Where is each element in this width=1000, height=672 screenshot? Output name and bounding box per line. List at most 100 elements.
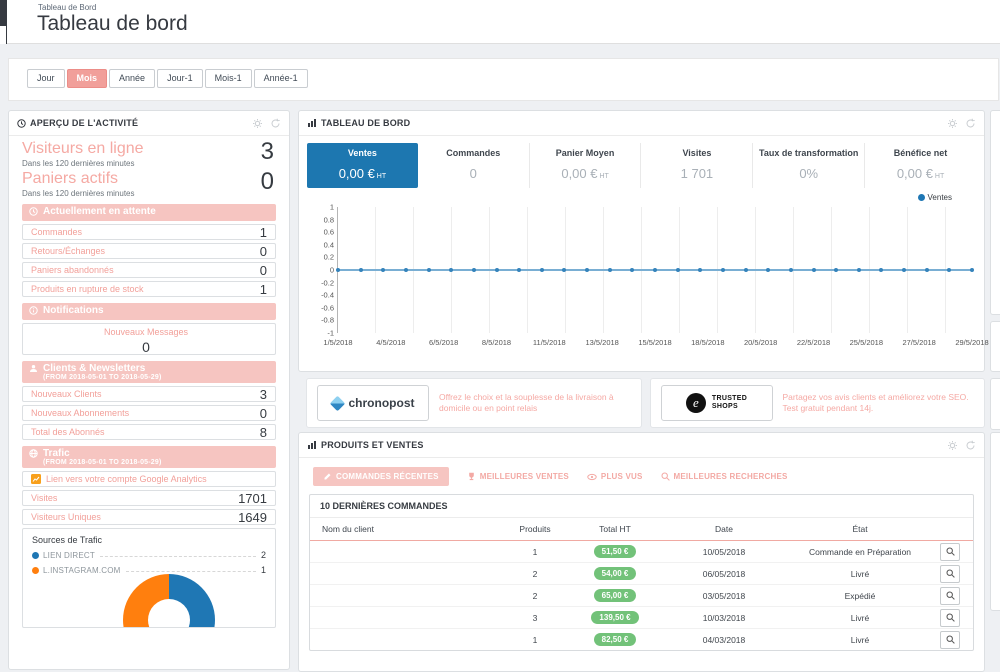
- time-filter-jour[interactable]: Jour: [27, 69, 65, 88]
- products-count: 3: [532, 612, 538, 623]
- pending-label: Paniers abandonnés: [31, 265, 114, 275]
- gear-icon[interactable]: [947, 118, 958, 129]
- customers-label: Nouveaux Abonnements: [31, 408, 130, 418]
- pencil-icon: [324, 473, 331, 480]
- order-details-button[interactable]: [940, 608, 960, 627]
- traffic-sources-box: Sources de Trafic LIEN DIRECT 2 L.INSTAGRA…: [22, 528, 276, 628]
- data-point: [517, 268, 522, 272]
- online-visitors-label[interactable]: Visiteurs en ligne: [22, 140, 144, 157]
- kpi-label: Taux de transformation: [759, 148, 859, 158]
- order-date: 03/05/2018: [702, 590, 746, 601]
- refresh-icon[interactable]: [270, 118, 281, 129]
- kpi-visites[interactable]: Visites 1 701: [641, 143, 754, 188]
- time-filter-annee[interactable]: Année: [109, 69, 156, 88]
- customers-value: 3: [259, 386, 267, 402]
- time-filter-mois-1[interactable]: Mois-1: [204, 69, 252, 88]
- kpi-ventes[interactable]: Ventes 0,00 € HT: [307, 143, 418, 188]
- order-row[interactable]: 2 65,00 € 03/05/2018 Expédié: [310, 585, 973, 607]
- data-point: [970, 268, 974, 272]
- active-carts-metric[interactable]: Paniers actifs 0 Dans les 120 dernières …: [22, 168, 276, 198]
- order-details-button[interactable]: [940, 542, 960, 561]
- total-cell: 65,00 €: [575, 589, 655, 602]
- tab-meilleures-ventes[interactable]: MEILLEURES VENTES: [467, 472, 569, 481]
- x-axis-tick: 11/5/2018: [532, 338, 566, 347]
- trusted-shops-banner[interactable]: e TRUSTED SHOPS Partagez vos avis client…: [649, 378, 985, 428]
- customers-row[interactable]: Total des Abonnés 8: [22, 424, 276, 440]
- online-visitors-metric[interactable]: Visiteurs en ligne 3 Dans les 120 derniè…: [22, 138, 276, 168]
- kpi-value: 1 701: [680, 166, 714, 181]
- time-filter-annee-1[interactable]: Année-1: [253, 69, 308, 88]
- order-row[interactable]: 1 82,50 € 04/03/2018 Livré: [310, 629, 973, 650]
- refresh-icon[interactable]: [965, 440, 976, 451]
- refresh-icon[interactable]: [965, 118, 976, 129]
- total-cell: 54,00 €: [575, 567, 655, 580]
- pending-value: 1: [259, 281, 267, 297]
- order-status: Commande en Préparation: [808, 546, 912, 557]
- traffic-row[interactable]: Visiteurs Uniques 1649: [22, 509, 276, 525]
- x-axis-tick: 18/5/2018: [691, 338, 725, 347]
- search-icon: [661, 472, 670, 481]
- pending-row[interactable]: Produits en rupture de stock 1: [22, 281, 276, 297]
- row-actions: [927, 564, 973, 583]
- tab-plus-vus[interactable]: PLUS VUS: [587, 472, 643, 481]
- row-actions: [927, 630, 973, 649]
- pending-row[interactable]: Paniers abandonnés 0: [22, 262, 276, 278]
- order-row[interactable]: 2 54,00 € 06/05/2018 Livré: [310, 563, 973, 585]
- pending-rows: Commandes 1 Retours/Échanges 0 Paniers aband…: [22, 224, 276, 297]
- notifications-section-header: Notifications: [22, 303, 276, 320]
- tab-commandes-recentes[interactable]: COMMANDES RÉCENTES: [313, 467, 449, 486]
- gear-icon[interactable]: [252, 118, 263, 129]
- kpi-taux-de-transformation[interactable]: Taux de transformation 0%: [753, 143, 866, 188]
- dashboard-panel-actions: [947, 118, 976, 129]
- kpi-commandes[interactable]: Commandes 0: [418, 143, 530, 188]
- traffic-row[interactable]: Visites 1701: [22, 490, 276, 506]
- total-badge: 82,50 €: [593, 633, 637, 646]
- kpi-value: 0,00 € HT: [338, 166, 387, 181]
- tab-meilleures-recherches[interactable]: MEILLEURES RECHERCHES: [661, 472, 788, 481]
- pending-label: Retours/Échanges: [31, 246, 106, 256]
- page-title: Tableau de bord: [37, 12, 188, 35]
- customers-row[interactable]: Nouveaux Clients 3: [22, 386, 276, 402]
- order-row[interactable]: 1 51,50 € 10/05/2018 Commande en Préparatio…: [310, 541, 973, 563]
- google-analytics-link[interactable]: Lien vers votre compte Google Analytics: [31, 474, 207, 484]
- pending-row[interactable]: Commandes 1: [22, 224, 276, 240]
- pending-row[interactable]: Retours/Échanges 0: [22, 243, 276, 259]
- order-details-button[interactable]: [940, 586, 960, 605]
- customers-row[interactable]: Nouveaux Abonnements 0: [22, 405, 276, 421]
- data-point: [879, 268, 884, 272]
- products-count: 2: [532, 568, 538, 579]
- kpi-value: 0,00 € HT: [896, 166, 945, 181]
- time-filter-mois[interactable]: Mois: [66, 69, 108, 88]
- order-row[interactable]: 3 139,50 € 10/03/2018 Livré: [310, 607, 973, 629]
- total-cell: 51,50 €: [575, 545, 655, 558]
- data-point: [766, 268, 771, 272]
- total-cell: 82,50 €: [575, 633, 655, 646]
- y-axis-tick: 1: [329, 202, 334, 212]
- data-point: [902, 268, 907, 272]
- collapsed-menu-edge: [0, 0, 7, 44]
- gear-icon[interactable]: [947, 440, 958, 451]
- activity-panel-title: APERÇU DE L'ACTIVITÉ: [30, 118, 139, 128]
- order-details-button[interactable]: [940, 630, 960, 649]
- active-carts-label[interactable]: Paniers actifs: [22, 170, 119, 187]
- google-analytics-link-row[interactable]: Lien vers votre compte Google Analytics: [22, 471, 276, 487]
- data-point: [539, 268, 544, 272]
- source-label: LIEN DIRECT: [43, 550, 95, 560]
- dashboard-panel-header: TABLEAU DE BORD: [299, 111, 984, 136]
- y-axis-tick: 0.2: [323, 252, 334, 262]
- new-messages[interactable]: Nouveaux Messages 0: [76, 327, 216, 355]
- notifications-section-title: Notifications: [43, 305, 104, 316]
- kpi-benefice-net[interactable]: Bénéfice net 0,00 € HT: [865, 143, 976, 188]
- dashboard-panel: TABLEAU DE BORD Ventes 0,00 € HT Commandes…: [298, 110, 989, 372]
- kpi-unit: HT: [932, 173, 945, 180]
- tab-label: MEILLEURES VENTES: [479, 472, 569, 481]
- kpi-panier-moyen[interactable]: Panier Moyen 0,00 € HT: [530, 143, 642, 188]
- kpi-unit: HT: [374, 173, 387, 180]
- chronopost-banner[interactable]: chronopost Offrez le choix et la souples…: [306, 378, 642, 428]
- products-panel-header: PRODUITS ET VENTES: [299, 433, 984, 458]
- time-filter-jour-1[interactable]: Jour-1: [157, 69, 203, 88]
- source-value: 1: [260, 565, 266, 575]
- order-date: 10/03/2018: [702, 612, 746, 623]
- activity-panel-header: APERÇU DE L'ACTIVITÉ: [9, 111, 289, 136]
- order-details-button[interactable]: [940, 564, 960, 583]
